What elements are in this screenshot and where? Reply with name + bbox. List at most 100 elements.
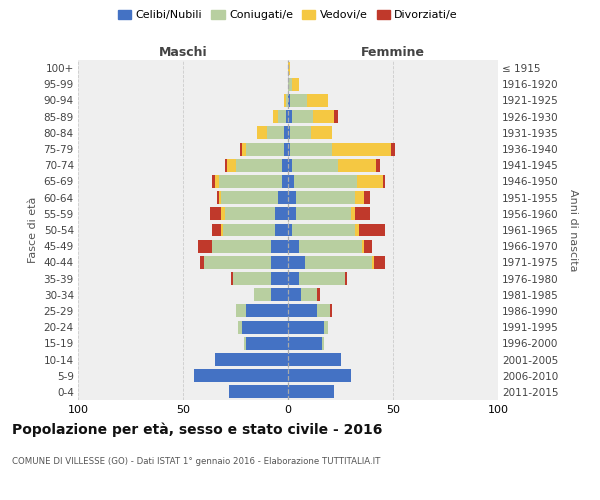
Bar (275, 208, 288, 220)
Bar (355, 224, 359, 236)
Bar (227, 159, 235, 172)
Bar (282, 159, 288, 172)
Bar (215, 175, 218, 188)
Bar (217, 191, 218, 204)
Bar (210, 208, 221, 220)
Bar (223, 224, 275, 236)
Bar (271, 288, 288, 301)
Bar (292, 110, 313, 123)
Bar (288, 240, 299, 252)
Bar (324, 320, 328, 334)
Bar (288, 62, 290, 74)
Bar (288, 337, 322, 350)
Bar (198, 240, 212, 252)
Bar (292, 159, 338, 172)
Bar (218, 191, 221, 204)
Bar (290, 142, 332, 156)
Bar (288, 78, 292, 91)
Bar (288, 191, 296, 204)
Bar (284, 142, 288, 156)
Bar (345, 272, 347, 285)
Bar (282, 175, 288, 188)
Bar (246, 337, 288, 350)
Bar (288, 159, 292, 172)
Bar (288, 320, 324, 334)
Text: Maschi: Maschi (158, 46, 208, 59)
Bar (288, 288, 301, 301)
Bar (193, 369, 288, 382)
Bar (288, 353, 341, 366)
Bar (275, 224, 288, 236)
Bar (225, 159, 227, 172)
Bar (358, 175, 383, 188)
Bar (277, 191, 288, 204)
Bar (301, 288, 317, 301)
Text: Popolazione per età, sesso e stato civile - 2016: Popolazione per età, sesso e stato civil… (12, 422, 382, 437)
Bar (225, 208, 275, 220)
Bar (238, 320, 242, 334)
Bar (288, 224, 292, 236)
Bar (242, 142, 246, 156)
Bar (271, 272, 288, 285)
Bar (221, 191, 277, 204)
Bar (317, 304, 330, 318)
Bar (290, 126, 311, 140)
Bar (246, 304, 288, 318)
Bar (200, 256, 204, 269)
Bar (299, 240, 361, 252)
Bar (271, 256, 288, 269)
Bar (359, 224, 385, 236)
Y-axis label: Fasce di età: Fasce di età (28, 197, 38, 263)
Bar (284, 94, 286, 107)
Bar (242, 320, 288, 334)
Bar (307, 94, 328, 107)
Bar (364, 191, 370, 204)
Bar (355, 208, 370, 220)
Bar (295, 175, 358, 188)
Bar (332, 142, 391, 156)
Bar (355, 191, 364, 204)
Bar (383, 175, 385, 188)
Bar (391, 142, 395, 156)
Bar (288, 272, 299, 285)
Bar (288, 94, 290, 107)
Bar (218, 175, 282, 188)
Bar (274, 110, 277, 123)
Bar (229, 386, 288, 398)
Bar (235, 159, 282, 172)
Bar (288, 126, 290, 140)
Bar (288, 256, 305, 269)
Bar (288, 110, 292, 123)
Bar (288, 175, 295, 188)
Bar (288, 142, 290, 156)
Bar (330, 304, 332, 318)
Bar (317, 288, 320, 301)
Bar (286, 110, 288, 123)
Bar (246, 142, 284, 156)
Bar (244, 337, 246, 350)
Bar (292, 224, 355, 236)
Y-axis label: Anni di nascita: Anni di nascita (568, 188, 578, 271)
Bar (376, 159, 380, 172)
Bar (313, 110, 334, 123)
Bar (254, 288, 271, 301)
Bar (299, 272, 344, 285)
Bar (288, 208, 296, 220)
Bar (338, 159, 376, 172)
Bar (232, 272, 233, 285)
Bar (221, 224, 223, 236)
Bar (296, 191, 355, 204)
Bar (351, 208, 355, 220)
Legend: Celibi/Nubili, Coniugati/e, Vedovi/e, Divorziati/e: Celibi/Nubili, Coniugati/e, Vedovi/e, Di… (113, 6, 463, 25)
Bar (364, 240, 372, 252)
Bar (284, 126, 288, 140)
Bar (334, 110, 338, 123)
Text: COMUNE DI VILLESSE (GO) - Dati ISTAT 1° gennaio 2016 - Elaborazione TUTTITALIA.I: COMUNE DI VILLESSE (GO) - Dati ISTAT 1° … (12, 458, 380, 466)
Bar (288, 386, 334, 398)
Bar (288, 369, 351, 382)
Bar (240, 142, 242, 156)
Bar (290, 94, 307, 107)
Bar (322, 337, 324, 350)
Bar (233, 272, 271, 285)
Bar (288, 304, 317, 318)
